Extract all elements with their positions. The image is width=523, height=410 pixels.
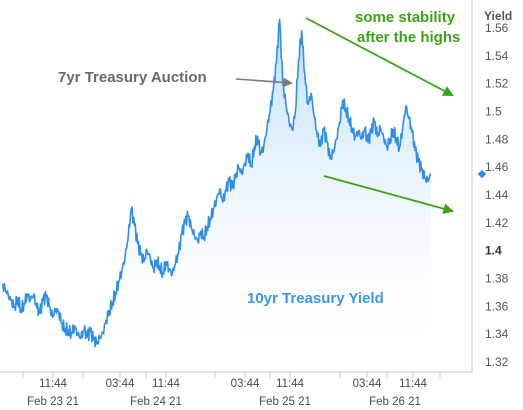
x-tick-time-label: 11:44 (152, 378, 181, 390)
y-tick-label: 1.48 (485, 132, 509, 146)
y-tick-label: 1.32 (485, 355, 509, 369)
stability-annotation-line2: after the highs (357, 29, 460, 46)
y-tick-label: 1.5 (485, 105, 502, 119)
y-tick-label: 1.42 (485, 216, 509, 230)
y-tick-label: 1.52 (485, 77, 509, 91)
series-label: 10yr Treasury Yield (247, 290, 384, 307)
series-line (1, 18, 432, 348)
y-tick-label: 1.4 (485, 244, 502, 258)
x-tick-time-label: 11:44 (399, 378, 428, 390)
y-tick-label: 1.44 (485, 188, 509, 202)
y-tick-label: 1.54 (485, 49, 509, 63)
stability-annotation-line1: some stability (355, 9, 456, 26)
lower-trend-arrow (323, 175, 455, 214)
y-tick-label: 1.46 (485, 160, 509, 174)
x-tick-time-label: 03:44 (353, 378, 382, 390)
y-axis-title: Yield (484, 9, 512, 23)
x-tick-day-label: Feb 25 21 (259, 396, 311, 408)
y-tick-label: 1.38 (485, 272, 509, 286)
x-tick-time-label: 11:44 (276, 378, 305, 390)
auction-annotation: 7yr Treasury Auction (58, 69, 207, 86)
last-value-marker (477, 169, 487, 179)
y-tick-label: 1.36 (485, 299, 509, 313)
y-tick-label: 1.56 (485, 21, 509, 35)
x-tick-time-label: 03:44 (231, 378, 260, 390)
x-tick-labels: 11:44 03:44 11:44 03:44 11:44 03:44 11:44 Feb 2… (22, 372, 441, 408)
series-area (2, 19, 431, 370)
x-tick-day-label: Feb 23 21 (27, 396, 79, 408)
x-tick-day-label: Feb 26 21 (369, 396, 421, 408)
y-tick-labels: 1.56 1.54 1.52 1.5 1.48 1.46 1.44 1.42 1.4 1.38 1.… (485, 21, 509, 369)
x-tick-time-label: 03:44 (106, 378, 135, 390)
x-tick-day-label: Feb 24 21 (130, 396, 182, 408)
x-tick-time-label: 11:44 (39, 378, 68, 390)
y-tick-label: 1.34 (485, 327, 509, 341)
auction-arrow (235, 77, 293, 88)
upper-trend-arrow (305, 17, 454, 97)
